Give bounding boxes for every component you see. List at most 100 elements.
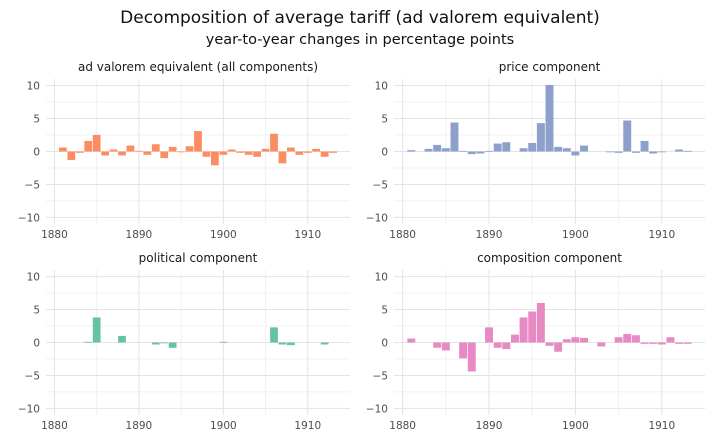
- x-tick-label: 1910: [648, 229, 675, 241]
- bar-1895: [177, 151, 185, 153]
- bar-1911: [312, 148, 321, 152]
- bar-1908: [640, 342, 649, 344]
- bar-1908: [287, 147, 295, 152]
- bar-1900: [571, 151, 580, 156]
- bar-1891: [493, 342, 502, 348]
- y-tick-label: 10: [375, 272, 388, 284]
- bar-1912: [675, 342, 684, 344]
- x-tick-label: 1900: [210, 420, 237, 432]
- bar-1909: [649, 342, 658, 344]
- bar-1882: [67, 151, 76, 161]
- bar-1909: [295, 151, 304, 155]
- y-tick-label: 10: [27, 81, 40, 93]
- bar-1913: [329, 151, 337, 153]
- figure-subtitle: year-to-year changes in percentage point…: [205, 32, 515, 48]
- bar-1896: [536, 123, 545, 152]
- y-tick-label: 0: [33, 147, 40, 159]
- bar-1913: [683, 150, 692, 152]
- bar-1894: [168, 146, 177, 152]
- bar-1911: [666, 337, 675, 343]
- bar-1900: [219, 341, 228, 343]
- y-tick-label: 10: [375, 81, 388, 93]
- bar-1908: [640, 140, 649, 152]
- x-tick-label: 1900: [210, 229, 237, 241]
- bar-1903: [244, 151, 253, 155]
- bar-1905: [614, 337, 623, 343]
- bar-1884: [433, 144, 442, 152]
- y-tick-label: 5: [33, 114, 40, 126]
- bar-1884: [84, 140, 93, 152]
- bar-1901: [227, 149, 236, 152]
- figure-title: Decomposition of average tariff (ad valo…: [120, 8, 600, 28]
- x-tick-label: 1880: [41, 420, 68, 432]
- y-tick-label: 10: [27, 272, 40, 284]
- bar-1900: [571, 337, 580, 343]
- x-tick-label: 1890: [476, 420, 503, 432]
- bar-1888: [467, 342, 476, 372]
- bar-1912: [320, 342, 329, 345]
- bar-1897: [194, 131, 202, 152]
- bar-1883: [424, 148, 433, 152]
- y-tick-label: 5: [381, 305, 388, 317]
- bar-1905: [261, 148, 270, 152]
- bar-1889: [476, 151, 485, 154]
- bar-1905: [614, 151, 623, 153]
- x-tick-label: 1900: [562, 420, 589, 432]
- bar-1897: [545, 342, 554, 346]
- bar-1896: [185, 146, 194, 152]
- bar-1881: [407, 150, 416, 152]
- y-tick-label: −10: [18, 403, 40, 415]
- bar-1894: [519, 317, 528, 343]
- bar-1899: [562, 339, 571, 343]
- y-tick-label: 5: [33, 305, 40, 317]
- bar-1881: [59, 147, 67, 152]
- x-tick-label: 1880: [389, 420, 416, 432]
- panel-1: −10 −5 0 5 10 1880 1890 1900 1910 ad valorem equi…: [18, 60, 350, 241]
- x-tick-label: 1900: [562, 229, 589, 241]
- bar-1899: [211, 151, 219, 166]
- panel-4: −10 −5 0 5 10 1880 1890 1900 1910 composition com…: [366, 251, 705, 432]
- bar-1886: [101, 151, 109, 156]
- bar-1881: [407, 338, 416, 343]
- bar-1891: [493, 143, 502, 152]
- y-tick-label: 0: [381, 147, 388, 159]
- y-tick-label: −5: [25, 370, 40, 382]
- bar-1898: [554, 342, 563, 352]
- bar-1890: [485, 327, 494, 343]
- y-tick-label: −5: [25, 179, 40, 191]
- bar-1896: [536, 302, 545, 343]
- bar-1906: [623, 333, 632, 343]
- bar-1883: [75, 151, 84, 153]
- bar-1897: [545, 84, 554, 152]
- bar-1907: [278, 151, 287, 164]
- bar-1894: [519, 148, 528, 152]
- x-tick-label: 1880: [41, 229, 68, 241]
- bar-1885: [92, 317, 101, 343]
- bar-1884: [433, 342, 442, 348]
- x-tick-label: 1890: [476, 229, 503, 241]
- bar-1908: [287, 342, 295, 346]
- bar-1885: [92, 135, 101, 152]
- bar-1884: [84, 341, 93, 343]
- y-tick-label: −10: [18, 212, 40, 224]
- y-tick-label: 0: [33, 338, 40, 350]
- bar-1893: [160, 342, 169, 344]
- bar-1892: [151, 342, 160, 345]
- bar-1885: [441, 342, 450, 351]
- bar-1907: [278, 342, 287, 345]
- y-tick-label: −5: [373, 370, 388, 382]
- bar-1901: [580, 145, 589, 152]
- panel-title: price component: [499, 60, 601, 74]
- bar-1887: [109, 149, 118, 152]
- y-tick-label: −10: [366, 212, 388, 224]
- bar-1892: [151, 144, 160, 152]
- bar-1886: [450, 122, 459, 152]
- y-tick-label: 0: [381, 338, 388, 350]
- bar-1895: [528, 311, 537, 343]
- bar-1894: [168, 342, 177, 348]
- bar-1913: [683, 342, 692, 344]
- bar-1892: [502, 142, 511, 152]
- bar-1907: [631, 151, 640, 153]
- bar-1912: [320, 151, 329, 157]
